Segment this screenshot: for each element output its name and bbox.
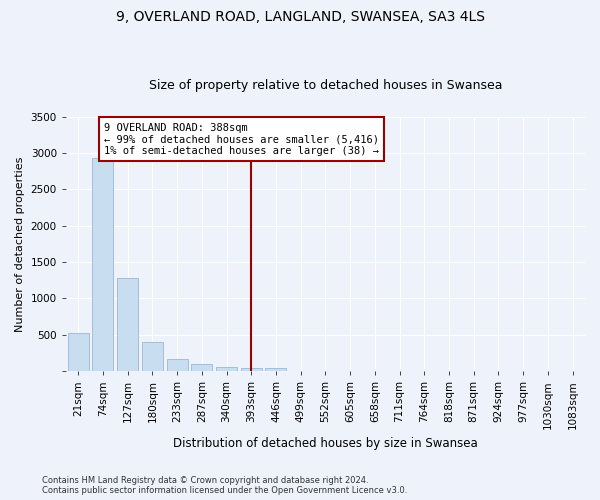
Bar bbox=[117, 278, 138, 371]
Y-axis label: Number of detached properties: Number of detached properties bbox=[15, 156, 25, 332]
X-axis label: Distribution of detached houses by size in Swansea: Distribution of detached houses by size … bbox=[173, 437, 478, 450]
Bar bbox=[241, 368, 262, 371]
Title: Size of property relative to detached houses in Swansea: Size of property relative to detached ho… bbox=[149, 79, 502, 92]
Bar bbox=[191, 364, 212, 371]
Bar bbox=[167, 360, 188, 371]
Bar bbox=[92, 158, 113, 371]
Bar bbox=[216, 367, 237, 371]
Bar bbox=[68, 333, 89, 371]
Text: 9 OVERLAND ROAD: 388sqm
← 99% of detached houses are smaller (5,416)
1% of semi-: 9 OVERLAND ROAD: 388sqm ← 99% of detache… bbox=[104, 122, 379, 156]
Bar bbox=[265, 368, 286, 371]
Bar bbox=[142, 342, 163, 371]
Text: Contains HM Land Registry data © Crown copyright and database right 2024.
Contai: Contains HM Land Registry data © Crown c… bbox=[42, 476, 407, 495]
Text: 9, OVERLAND ROAD, LANGLAND, SWANSEA, SA3 4LS: 9, OVERLAND ROAD, LANGLAND, SWANSEA, SA3… bbox=[115, 10, 485, 24]
